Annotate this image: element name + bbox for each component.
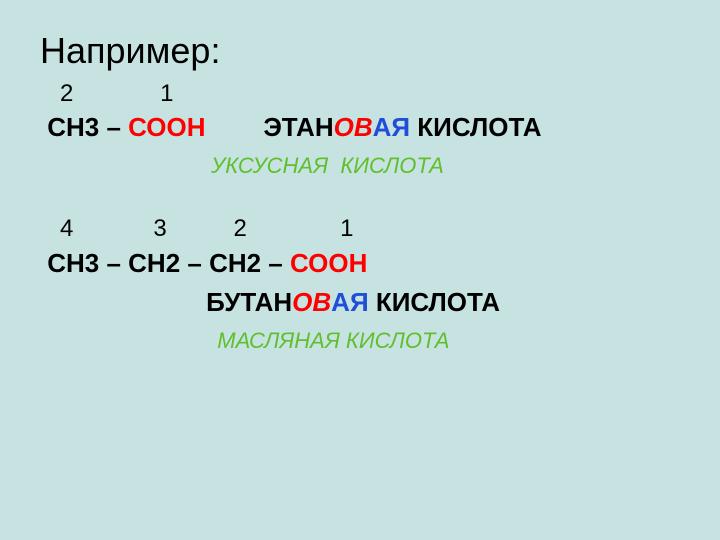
butane-trivial-name: МАСЛЯНАЯ КИСЛОТА xyxy=(217,328,449,353)
indent xyxy=(40,287,206,317)
gap xyxy=(167,215,234,242)
indent xyxy=(40,153,211,178)
indent xyxy=(40,80,60,107)
slide-title: Например: xyxy=(40,30,680,72)
slide: Например: 2 1 СН3 – СООН ЭТАНОВАЯ КИСЛОТ… xyxy=(0,0,720,540)
gap xyxy=(247,215,340,242)
carbon-number-1: 1 xyxy=(160,80,173,107)
gap xyxy=(73,215,153,242)
ethane-cooh: СООН xyxy=(128,112,205,142)
butane-chain: СН3 – СН2 – СН2 – xyxy=(47,248,290,278)
butane-name-aya: АЯ xyxy=(331,287,368,317)
ethane-trivial-name: УКСУСНАЯ КИСЛОТА xyxy=(211,153,444,178)
butane-name-root: БУТАН xyxy=(206,287,292,317)
carbon-number-3: 3 xyxy=(153,215,166,242)
ethane-carbon-numbers: 2 1 xyxy=(40,78,680,110)
carbon-number-1: 1 xyxy=(340,215,353,242)
butane-formula-line: СН3 – СН2 – СН2 – СООН xyxy=(40,246,680,281)
ethane-name-root: ЭТАН xyxy=(263,112,333,142)
ethane-name-acid: КИСЛОТА xyxy=(410,112,541,142)
carbon-number-2: 2 xyxy=(60,80,73,107)
ethane-ch3: СН3 – xyxy=(47,112,128,142)
carbon-number-2: 2 xyxy=(233,215,246,242)
butane-name-line: БУТАНОВАЯ КИСЛОТА xyxy=(40,285,680,320)
butane-cooh: СООН xyxy=(290,248,367,278)
ethane-formula-line: СН3 – СООН ЭТАНОВАЯ КИСЛОТА xyxy=(40,110,680,145)
butane-name-acid: КИСЛОТА xyxy=(369,287,500,317)
butane-carbon-numbers: 4 3 2 1 xyxy=(40,213,680,245)
carbon-number-4: 4 xyxy=(60,215,73,242)
butane-name-ov: ОВ xyxy=(292,287,331,317)
indent xyxy=(40,328,217,353)
ethane-name-aya: АЯ xyxy=(373,112,410,142)
butane-trivial-name-line: МАСЛЯНАЯ КИСЛОТА xyxy=(40,326,680,356)
indent xyxy=(40,215,60,242)
gap xyxy=(73,80,160,107)
ethane-trivial-name-line: УКСУСНАЯ КИСЛОТА xyxy=(40,151,680,181)
ethane-name-ov: ОВ xyxy=(334,112,373,142)
gap xyxy=(206,112,264,142)
